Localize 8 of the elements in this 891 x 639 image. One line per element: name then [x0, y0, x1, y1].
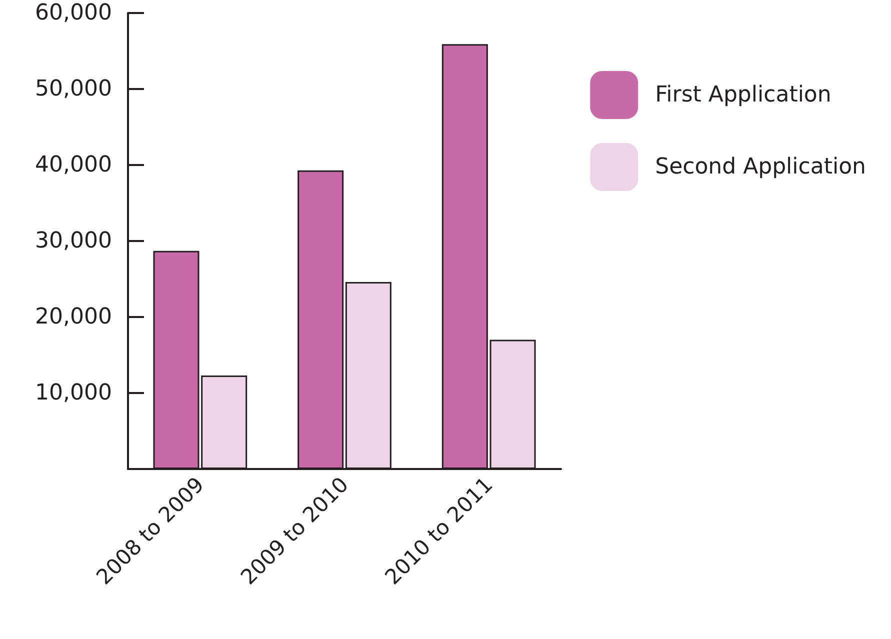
legend-label: First Application	[655, 82, 832, 108]
y-tick-label: 30,000	[35, 228, 112, 254]
y-tick-label: 10,000	[35, 380, 112, 406]
y-tick-label: 40,000	[35, 152, 112, 178]
y-tick-label: 20,000	[35, 304, 112, 330]
legend-label: Second Application	[655, 154, 866, 180]
y-tick-label: 60,000	[35, 0, 112, 26]
y-tick-label: 50,000	[35, 76, 112, 102]
